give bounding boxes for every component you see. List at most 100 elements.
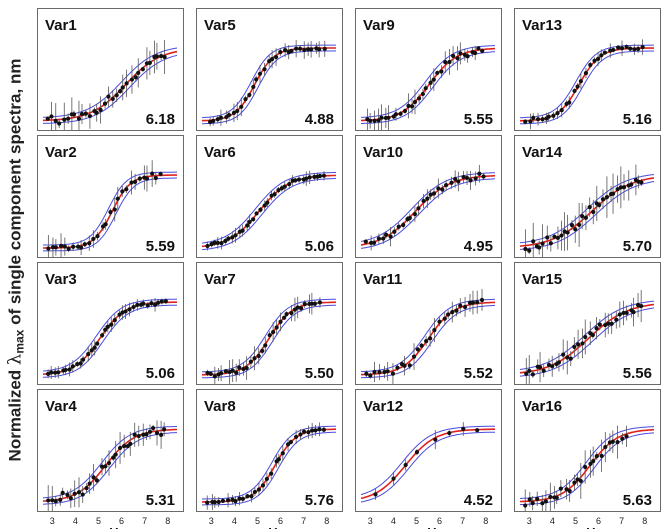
x-tick-label: 8 bbox=[165, 516, 170, 526]
data-point bbox=[450, 310, 455, 315]
panel-title: Var5 bbox=[204, 17, 236, 34]
data-point bbox=[86, 351, 91, 357]
data-point bbox=[425, 196, 430, 201]
data-point bbox=[76, 116, 82, 121]
data-point bbox=[230, 235, 235, 240]
panel-frame bbox=[196, 8, 343, 131]
data-point bbox=[212, 500, 217, 505]
data-point bbox=[583, 464, 588, 470]
data-point bbox=[433, 437, 438, 442]
x-tick-label: 6 bbox=[437, 516, 442, 526]
data-point bbox=[147, 429, 153, 434]
data-point bbox=[523, 119, 528, 124]
data-point bbox=[577, 222, 582, 228]
data-point bbox=[75, 361, 80, 367]
data-point bbox=[219, 371, 224, 376]
data-point bbox=[624, 44, 629, 50]
data-point bbox=[543, 499, 548, 504]
data-point bbox=[573, 227, 578, 232]
data-point bbox=[109, 322, 114, 327]
data-point bbox=[91, 236, 96, 242]
data-point bbox=[559, 233, 564, 238]
data-point bbox=[270, 57, 275, 62]
pka-value: 5.31 bbox=[146, 492, 175, 509]
data-point bbox=[312, 174, 317, 179]
data-point bbox=[233, 233, 238, 238]
ci-lower-curve bbox=[202, 50, 336, 125]
data-point bbox=[240, 496, 245, 501]
data-point bbox=[439, 69, 444, 74]
data-point bbox=[304, 176, 309, 181]
data-point bbox=[628, 46, 633, 51]
data-point bbox=[60, 490, 65, 495]
data-point bbox=[583, 334, 588, 340]
pka-value: 5.16 bbox=[623, 111, 652, 128]
data-point bbox=[554, 495, 559, 500]
data-point bbox=[58, 497, 63, 502]
pka-value: 5.59 bbox=[146, 238, 175, 255]
panel-frame bbox=[355, 262, 502, 385]
data-point bbox=[84, 486, 89, 491]
data-point bbox=[53, 118, 58, 123]
data-point bbox=[293, 178, 298, 183]
x-tick-label: 7 bbox=[619, 516, 624, 526]
data-point bbox=[205, 243, 210, 249]
data-point bbox=[565, 230, 570, 235]
data-point bbox=[590, 332, 595, 338]
data-point bbox=[245, 223, 250, 228]
pka-value: 5.70 bbox=[623, 238, 652, 255]
panel-frame bbox=[514, 262, 661, 385]
data-point bbox=[575, 477, 580, 482]
panel-var1: Var1 6.18 bbox=[37, 8, 184, 131]
data-point bbox=[475, 428, 480, 433]
x-tick-label: 4 bbox=[232, 516, 237, 526]
data-point bbox=[262, 203, 267, 208]
data-point bbox=[150, 171, 155, 176]
data-point bbox=[632, 47, 637, 52]
data-point bbox=[386, 115, 391, 120]
fit-curve bbox=[42, 428, 178, 502]
data-point bbox=[296, 177, 302, 182]
data-point bbox=[391, 476, 396, 481]
data-point bbox=[594, 454, 599, 459]
data-point bbox=[240, 228, 245, 233]
data-point bbox=[215, 117, 220, 122]
data-point bbox=[100, 333, 105, 338]
data-point bbox=[456, 179, 461, 184]
pka-value: 6.18 bbox=[146, 111, 175, 128]
x-tick-label: 5 bbox=[255, 516, 260, 526]
data-point bbox=[447, 430, 452, 436]
data-point bbox=[409, 104, 415, 109]
panel-plot-area bbox=[519, 289, 655, 384]
data-point bbox=[480, 48, 485, 54]
data-point bbox=[212, 374, 217, 379]
x-tick-label: 6 bbox=[596, 516, 601, 526]
data-point bbox=[140, 67, 145, 72]
data-point bbox=[455, 56, 460, 61]
data-point bbox=[578, 478, 583, 484]
data-point bbox=[561, 352, 566, 357]
data-point bbox=[403, 462, 408, 468]
data-point bbox=[262, 67, 267, 72]
data-point bbox=[163, 299, 168, 304]
data-point bbox=[219, 240, 224, 246]
data-point bbox=[603, 444, 608, 450]
data-point bbox=[558, 486, 563, 491]
x-tick-label: 3 bbox=[50, 516, 55, 526]
data-point bbox=[218, 115, 224, 120]
data-point bbox=[234, 370, 239, 375]
data-point bbox=[624, 310, 629, 316]
data-point bbox=[299, 306, 304, 311]
data-point bbox=[382, 369, 387, 375]
data-point bbox=[108, 210, 113, 215]
data-point bbox=[377, 369, 382, 375]
data-point bbox=[205, 500, 210, 505]
data-point bbox=[102, 101, 108, 106]
data-point bbox=[431, 191, 437, 196]
panel-frame bbox=[196, 389, 343, 512]
panel-plot-area bbox=[43, 160, 177, 257]
data-point bbox=[288, 439, 293, 445]
data-point bbox=[431, 77, 436, 82]
data-point bbox=[624, 434, 629, 439]
